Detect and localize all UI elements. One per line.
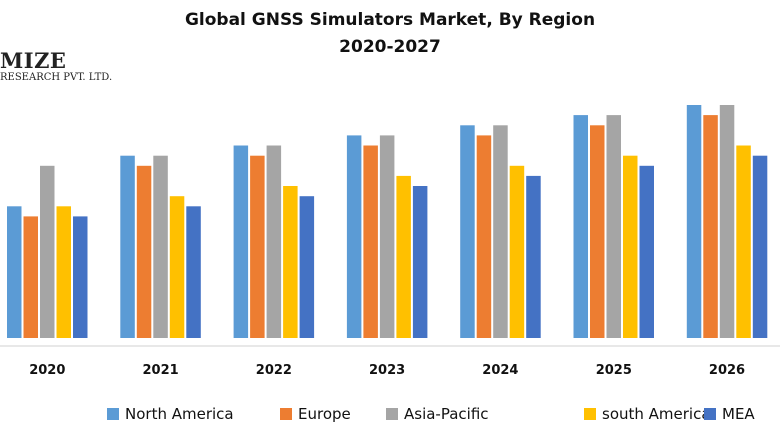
bar-asia-pacific-2020 xyxy=(40,165,55,338)
bar-mea-2020 xyxy=(73,216,88,338)
bar-europe-2024 xyxy=(476,135,492,338)
legend-label-asia-pacific: Asia-Pacific xyxy=(404,405,489,423)
bar-south-america-2022 xyxy=(283,186,298,338)
bar-asia-pacific-2026 xyxy=(719,105,735,338)
bar-mea-2022 xyxy=(299,196,315,338)
bar-europe-2023 xyxy=(363,145,378,338)
company-logo: MIZE RESEARCH PVT. LTD. xyxy=(0,48,130,88)
bar-north-america-2022 xyxy=(233,145,249,338)
x-tick-label-2021: 2021 xyxy=(143,363,179,378)
bar-europe-2022 xyxy=(250,155,265,338)
bar-europe-2025 xyxy=(590,125,605,338)
legend-swatch-asia-pacific xyxy=(386,408,398,420)
bar-asia-pacific-2022 xyxy=(266,145,282,338)
x-tick-label-2023: 2023 xyxy=(369,363,405,378)
chart-title: Global GNSS Simulators Market, By Region xyxy=(184,10,596,30)
bar-asia-pacific-2021 xyxy=(153,155,168,338)
bar-europe-2026 xyxy=(703,115,718,338)
bar-south-america-2026 xyxy=(736,145,751,338)
bar-mea-2026 xyxy=(752,155,768,338)
bar-mea-2025 xyxy=(639,165,654,338)
bar-mea-2024 xyxy=(526,175,541,338)
x-tick-labels: 2020 2021 2022 2023 2024 2025 2026 xyxy=(29,363,745,378)
x-tick-label-2026: 2026 xyxy=(709,363,745,378)
bar-asia-pacific-2024 xyxy=(493,125,508,338)
legend-swatch-south-america xyxy=(584,408,596,420)
legend: North America Europe Asia-Pacific south Ame… xyxy=(107,405,755,423)
legend-label-europe: Europe xyxy=(298,405,351,423)
legend-label-south-america: south America xyxy=(602,405,711,423)
bar-north-america-2023 xyxy=(346,135,362,338)
legend-swatch-mea xyxy=(704,408,716,420)
bar-north-america-2026 xyxy=(686,105,702,338)
x-tick-label-2025: 2025 xyxy=(596,363,632,378)
legend-swatch-europe xyxy=(280,408,292,420)
x-tick-label-2022: 2022 xyxy=(256,363,292,378)
bar-north-america-2025 xyxy=(573,115,588,338)
bar-asia-pacific-2025 xyxy=(606,115,621,338)
x-tick-label-2020: 2020 xyxy=(29,363,65,378)
legend-label-mea: MEA xyxy=(722,405,755,423)
bar-mea-2021 xyxy=(186,206,201,338)
bar-asia-pacific-2023 xyxy=(379,135,395,338)
logo-subtitle: RESEARCH PVT. LTD. xyxy=(0,72,113,83)
bar-south-america-2023 xyxy=(396,175,411,338)
legend-label-north-america: North America xyxy=(125,405,234,423)
bar-north-america-2024 xyxy=(460,125,475,338)
bar-north-america-2020 xyxy=(7,206,22,338)
legend-swatch-north-america xyxy=(107,408,119,420)
bar-south-america-2024 xyxy=(509,165,525,338)
bar-south-america-2020 xyxy=(56,206,71,338)
bar-south-america-2021 xyxy=(169,196,185,338)
bar-europe-2020 xyxy=(23,216,38,338)
logo-brand: MIZE xyxy=(0,48,67,73)
chart-subtitle: 2020-2027 xyxy=(339,37,441,57)
bar-north-america-2021 xyxy=(120,155,135,338)
bar-mea-2023 xyxy=(412,186,428,338)
bars-group xyxy=(7,105,768,338)
bar-south-america-2025 xyxy=(623,155,638,338)
x-tick-label-2024: 2024 xyxy=(482,363,518,378)
bar-europe-2021 xyxy=(136,165,152,338)
